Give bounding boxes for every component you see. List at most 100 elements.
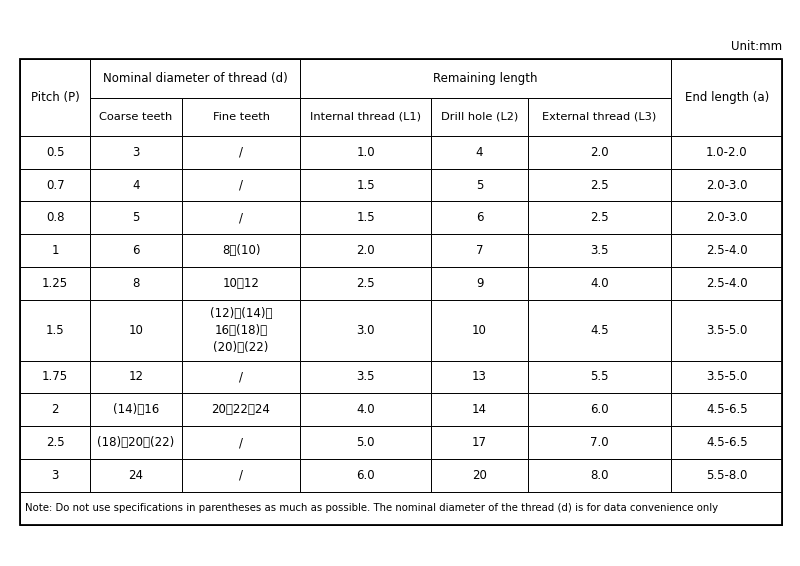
Bar <box>528 136 671 169</box>
Text: 3.5: 3.5 <box>590 244 609 257</box>
Bar <box>20 426 90 459</box>
Bar <box>20 59 90 136</box>
Text: 2.5-4.0: 2.5-4.0 <box>706 277 747 290</box>
Text: 0.8: 0.8 <box>46 211 64 224</box>
Text: (12)、(14)、
16、(18)、
(20)、(22): (12)、(14)、 16、(18)、 (20)、(22) <box>210 307 272 354</box>
Bar <box>182 300 300 361</box>
Bar <box>431 169 528 201</box>
Text: 1.75: 1.75 <box>42 370 68 383</box>
Text: 5.5: 5.5 <box>590 370 609 383</box>
Text: Fine teeth: Fine teeth <box>213 112 270 122</box>
Text: 20、22、24: 20、22、24 <box>211 403 270 416</box>
Bar <box>182 169 300 201</box>
Bar <box>300 201 431 234</box>
Text: 2.5-4.0: 2.5-4.0 <box>706 244 747 257</box>
Bar <box>90 234 182 267</box>
Bar <box>182 97 300 136</box>
Bar <box>300 59 671 97</box>
Bar <box>90 267 182 300</box>
Text: 20: 20 <box>472 469 487 482</box>
Text: 10: 10 <box>129 324 143 337</box>
Bar <box>671 426 782 459</box>
Bar <box>20 300 90 361</box>
Text: 8: 8 <box>132 277 140 290</box>
Bar <box>300 169 431 201</box>
Text: Coarse teeth: Coarse teeth <box>99 112 173 122</box>
Text: 1.5: 1.5 <box>46 324 65 337</box>
Bar <box>528 300 671 361</box>
Bar <box>182 234 300 267</box>
Bar <box>528 234 671 267</box>
Text: 2.0-3.0: 2.0-3.0 <box>706 211 747 224</box>
Bar <box>20 59 782 525</box>
Text: 1.0-2.0: 1.0-2.0 <box>706 145 747 158</box>
Text: 2.5: 2.5 <box>590 178 609 191</box>
Text: Nominal diameter of thread (d): Nominal diameter of thread (d) <box>103 72 287 85</box>
Text: /: / <box>239 436 243 449</box>
Bar <box>528 169 671 201</box>
Text: 1: 1 <box>51 244 59 257</box>
Text: 3.5-5.0: 3.5-5.0 <box>706 324 747 337</box>
Text: 3: 3 <box>132 145 140 158</box>
Text: 7.0: 7.0 <box>590 436 609 449</box>
Bar <box>300 136 431 169</box>
Bar <box>671 459 782 492</box>
Text: 2.0: 2.0 <box>356 244 375 257</box>
Text: 3.5: 3.5 <box>356 370 375 383</box>
Bar <box>671 169 782 201</box>
Text: 1.0: 1.0 <box>356 145 375 158</box>
Bar <box>431 234 528 267</box>
Text: 4: 4 <box>132 178 140 191</box>
Bar <box>90 459 182 492</box>
Text: 7: 7 <box>476 244 483 257</box>
Bar <box>90 201 182 234</box>
Bar <box>671 59 782 136</box>
Text: (14)、16: (14)、16 <box>113 403 159 416</box>
Text: 2.0-3.0: 2.0-3.0 <box>706 178 747 191</box>
Text: 0.5: 0.5 <box>46 145 64 158</box>
Bar <box>671 361 782 393</box>
Text: Unit:mm: Unit:mm <box>731 41 782 53</box>
Text: Internal thread (L1): Internal thread (L1) <box>310 112 421 122</box>
Bar <box>671 234 782 267</box>
Bar <box>671 393 782 426</box>
Text: Remaining length: Remaining length <box>434 72 538 85</box>
Text: 5: 5 <box>132 211 140 224</box>
Text: 5: 5 <box>476 178 483 191</box>
Bar <box>20 393 90 426</box>
Text: 1.25: 1.25 <box>42 277 68 290</box>
Text: /: / <box>239 178 243 191</box>
Bar <box>431 201 528 234</box>
Bar <box>431 361 528 393</box>
Text: 17: 17 <box>472 436 487 449</box>
Text: 2.5: 2.5 <box>590 211 609 224</box>
Text: 6.0: 6.0 <box>356 469 375 482</box>
Bar <box>431 267 528 300</box>
Text: 3: 3 <box>51 469 59 482</box>
Bar <box>20 201 90 234</box>
Text: 4.5-6.5: 4.5-6.5 <box>706 436 747 449</box>
Text: 3.5-5.0: 3.5-5.0 <box>706 370 747 383</box>
Bar <box>20 169 90 201</box>
Bar <box>300 459 431 492</box>
Text: 10、12: 10、12 <box>222 277 259 290</box>
Bar <box>528 201 671 234</box>
Text: 6.0: 6.0 <box>590 403 609 416</box>
Text: End length (a): End length (a) <box>685 91 769 104</box>
Bar <box>20 136 90 169</box>
Text: 4.0: 4.0 <box>590 277 609 290</box>
Bar <box>528 459 671 492</box>
Bar <box>182 426 300 459</box>
Text: 2.5: 2.5 <box>46 436 65 449</box>
Bar <box>90 426 182 459</box>
Bar <box>431 97 528 136</box>
Bar <box>671 201 782 234</box>
Bar <box>431 459 528 492</box>
Text: /: / <box>239 145 243 158</box>
Bar <box>90 59 300 97</box>
Text: 4.0: 4.0 <box>356 403 375 416</box>
Text: 2.5: 2.5 <box>356 277 375 290</box>
Bar <box>528 361 671 393</box>
Bar <box>182 136 300 169</box>
Bar <box>90 169 182 201</box>
